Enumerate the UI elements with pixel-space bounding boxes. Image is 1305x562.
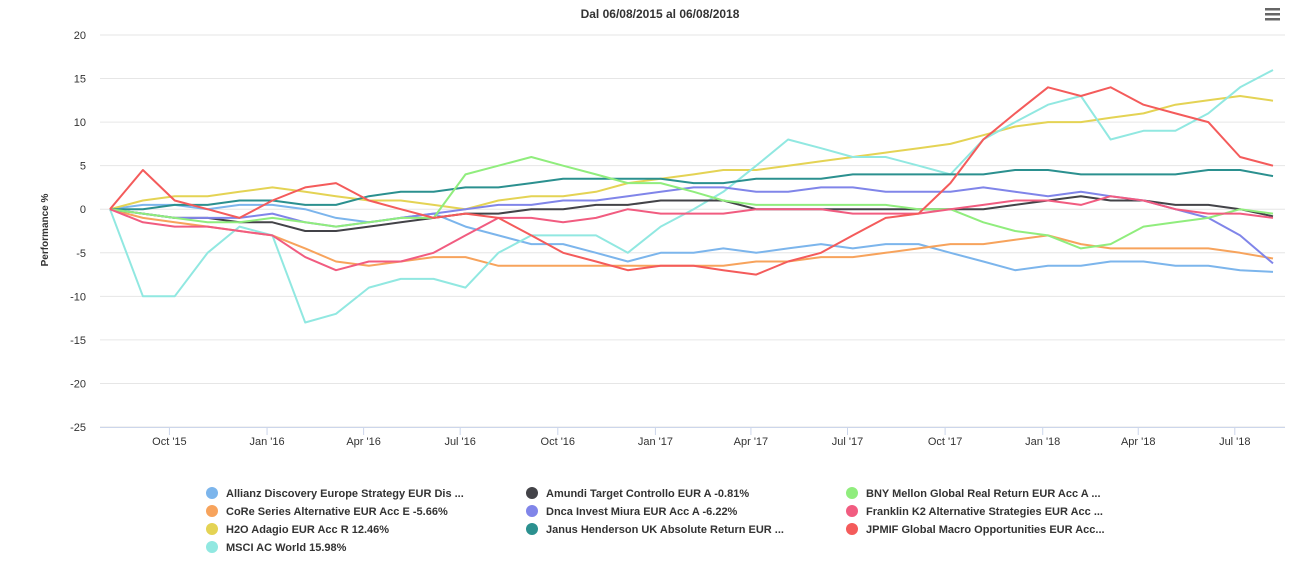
x-tick-label: Oct '15 bbox=[152, 436, 187, 448]
x-tick-label: Apr '18 bbox=[1121, 436, 1156, 448]
x-tick-label: Jul '16 bbox=[444, 436, 475, 448]
legend-symbol bbox=[846, 523, 858, 535]
x-tick-label: Oct '16 bbox=[541, 436, 576, 448]
legend-symbol bbox=[206, 505, 218, 517]
series-lines bbox=[109, 69, 1274, 324]
y-axis-ticks: 20 15 10 5 0 -5 -10 -15 -20 -25 bbox=[70, 30, 86, 434]
series-line bbox=[109, 195, 1274, 272]
legend-label: BNY Mellon Global Real Return EUR Acc A … bbox=[866, 488, 1101, 500]
series-line bbox=[109, 86, 1274, 276]
series-line bbox=[110, 169, 1274, 211]
legend-label: Allianz Discovery Europe Strategy EUR Di… bbox=[226, 488, 464, 500]
legend-item[interactable]: Dnca Invest Miura EUR Acc A -6.22% bbox=[526, 505, 738, 518]
x-tick-label: Jul '18 bbox=[1219, 436, 1250, 448]
series-line bbox=[109, 95, 1274, 211]
y-tick-label: 20 bbox=[74, 30, 86, 42]
legend-label: CoRe Series Alternative EUR Acc E -5.66% bbox=[226, 506, 448, 518]
legend-item[interactable]: MSCI AC World 15.98% bbox=[206, 541, 347, 554]
legend-symbol bbox=[526, 487, 538, 499]
x-tick-label: Apr '17 bbox=[734, 436, 769, 448]
x-tick-label: Jan '16 bbox=[249, 436, 284, 448]
x-tick-label: Jul '17 bbox=[832, 436, 863, 448]
y-tick-label: 5 bbox=[80, 161, 86, 173]
legend-item[interactable]: Janus Henderson UK Absolute Return EUR .… bbox=[526, 523, 784, 536]
legend-symbol bbox=[846, 505, 858, 517]
legend-item[interactable]: Allianz Discovery Europe Strategy EUR Di… bbox=[206, 487, 464, 500]
y-tick-label: -10 bbox=[70, 291, 86, 303]
legend-symbol bbox=[206, 487, 218, 499]
legend-label: MSCI AC World 15.98% bbox=[226, 542, 347, 554]
legend-label: H2O Adagio EUR Acc R 12.46% bbox=[226, 524, 389, 536]
y-tick-label: 15 bbox=[74, 74, 86, 86]
legend-symbol bbox=[846, 487, 858, 499]
legend-item[interactable]: JPMIF Global Macro Opportunities EUR Acc… bbox=[846, 523, 1105, 536]
legend-symbol bbox=[206, 523, 218, 535]
hamburger-menu-icon[interactable] bbox=[1262, 4, 1284, 24]
legend-label: Janus Henderson UK Absolute Return EUR .… bbox=[546, 524, 784, 536]
x-tick-label: Oct '17 bbox=[928, 436, 963, 448]
legend-label: Franklin K2 Alternative Strategies EUR A… bbox=[866, 506, 1103, 518]
chart-title: Dal 06/08/2015 al 06/08/2018 bbox=[581, 7, 740, 21]
y-tick-label: 10 bbox=[74, 117, 86, 129]
legend-item[interactable]: CoRe Series Alternative EUR Acc E -5.66% bbox=[206, 505, 448, 518]
legend-symbol bbox=[526, 523, 538, 535]
legend-label: Dnca Invest Miura EUR Acc A -6.22% bbox=[546, 506, 738, 518]
x-tick-label: Jan '17 bbox=[638, 436, 673, 448]
series-line bbox=[109, 203, 1274, 273]
legend-label: JPMIF Global Macro Opportunities EUR Acc… bbox=[866, 524, 1105, 536]
legend: Allianz Discovery Europe Strategy EUR Di… bbox=[206, 487, 1105, 554]
series-line bbox=[109, 156, 1274, 250]
y-tick-label: 0 bbox=[80, 204, 86, 216]
legend-symbol bbox=[206, 541, 218, 553]
series-line bbox=[109, 195, 1274, 232]
legend-item[interactable]: BNY Mellon Global Real Return EUR Acc A … bbox=[846, 487, 1101, 500]
y-tick-label: -15 bbox=[70, 335, 86, 347]
y-tick-label: -20 bbox=[70, 378, 86, 390]
y-axis-label: Performance % bbox=[40, 193, 51, 266]
legend-label: Amundi Target Controllo EUR A -0.81% bbox=[546, 488, 749, 500]
x-tick-label: Apr '16 bbox=[346, 436, 381, 448]
y-tick-label: -5 bbox=[76, 248, 86, 260]
legend-item[interactable]: Amundi Target Controllo EUR A -0.81% bbox=[526, 487, 749, 500]
x-axis-ticks: Oct '15 Jan '16 Apr '16 Jul '16 Oct '16 Jan '… bbox=[152, 427, 1251, 448]
y-tick-label: -25 bbox=[70, 422, 86, 434]
legend-item[interactable]: H2O Adagio EUR Acc R 12.46% bbox=[206, 523, 389, 536]
legend-item[interactable]: Franklin K2 Alternative Strategies EUR A… bbox=[846, 505, 1103, 518]
legend-symbol bbox=[526, 505, 538, 517]
x-tick-label: Jan '18 bbox=[1025, 436, 1060, 448]
